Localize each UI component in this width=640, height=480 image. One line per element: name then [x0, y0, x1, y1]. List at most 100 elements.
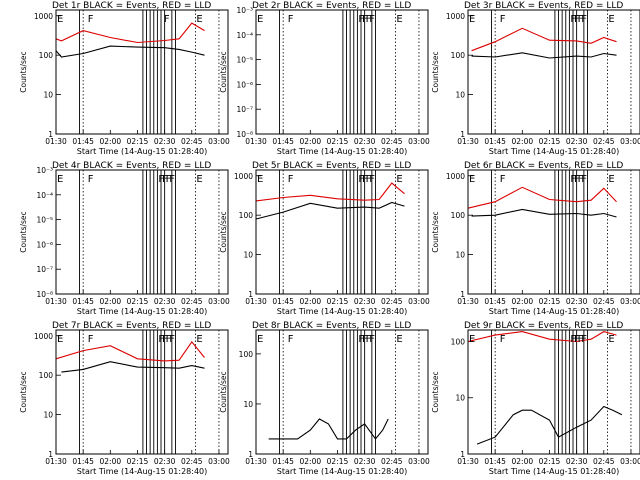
x-axis-label: Start Time (14-Aug-15 01:28:40): [77, 467, 208, 476]
x-tick-label: 01:30: [45, 457, 67, 466]
flare-marker: F: [366, 174, 372, 185]
y-tick-label: 10: [43, 411, 53, 420]
y-axis-label: Counts/sec: [431, 51, 440, 92]
flare-marker: F: [369, 334, 375, 345]
x-tick-label: 02:45: [593, 457, 615, 466]
x-tick-label: 01:45: [272, 297, 294, 306]
flare-marker: F: [358, 334, 364, 345]
x-axis-label: Start Time (14-Aug-15 01:28:40): [277, 147, 408, 156]
eclipse-marker: E: [196, 174, 202, 185]
x-tick-label: 01:30: [245, 297, 267, 306]
y-tick-label: 1: [248, 450, 253, 459]
chart-title: Det 1r BLACK = Events, RED = LLD: [52, 1, 211, 11]
x-tick-label: 03:00: [620, 457, 640, 466]
x-tick-label: 02:00: [300, 137, 322, 146]
x-tick-label: 02:30: [354, 457, 376, 466]
y-axis-label: Counts/sec: [431, 211, 440, 252]
series-line: [467, 331, 617, 343]
y-tick-label: 10: [243, 251, 253, 260]
panel-det-3r: Det 3r BLACK = Events, RED = LLD 01:30 01:…: [431, 1, 640, 156]
y-tick-label: 10: [455, 91, 465, 100]
x-tick-label: 01:30: [245, 137, 267, 146]
flare-marker: F: [581, 334, 587, 345]
x-tick-label: 02:00: [512, 297, 534, 306]
y-tick-label: 10⁻⁶: [36, 240, 53, 249]
y-tick-label: 10⁻⁷: [36, 265, 53, 274]
plot-frame: [55, 329, 229, 455]
x-tick-label: 01:45: [272, 137, 294, 146]
y-axis-label: Counts/sec: [219, 371, 228, 412]
x-tick-label: 02:45: [381, 137, 403, 146]
y-tick-label: 10: [455, 394, 465, 403]
plot-frame: [255, 169, 429, 295]
x-tick-label: 02:45: [181, 457, 203, 466]
y-tick-label: 10⁻⁴: [36, 191, 53, 200]
plot-frame: [55, 169, 229, 295]
x-tick-label: 02:15: [539, 297, 561, 306]
eclipse-marker: E: [257, 14, 263, 25]
flare-marker: F: [574, 14, 580, 25]
flare-marker: F: [581, 174, 587, 185]
y-tick-label: 1000: [234, 172, 253, 181]
y-tick-label: 10: [455, 251, 465, 260]
y-tick-label: 1000: [446, 172, 465, 181]
x-tick-label: 02:30: [354, 137, 376, 146]
flare-marker: F: [358, 14, 364, 25]
chart-title: Det 4r BLACK = Events, RED = LLD: [52, 161, 211, 171]
series-line: [55, 45, 205, 58]
flare-marker: F: [166, 334, 172, 345]
flare-marker: F: [578, 174, 584, 185]
flare-marker: F: [288, 14, 294, 25]
y-tick-label: 10⁻⁶: [236, 80, 253, 89]
x-axis-label: Start Time (14-Aug-15 01:28:40): [77, 307, 208, 316]
flare-marker: F: [88, 14, 94, 25]
flare-marker: F: [500, 334, 506, 345]
flare-marker: F: [169, 334, 175, 345]
y-tick-label: 1: [460, 290, 465, 299]
y-tick-label: 10⁻⁴: [236, 31, 253, 40]
x-tick-label: 01:30: [45, 297, 67, 306]
x-tick-label: 02:00: [300, 297, 322, 306]
y-tick-label: 1000: [446, 12, 465, 21]
x-axis-label: Start Time (14-Aug-15 01:28:40): [77, 147, 208, 156]
x-tick-label: 01:30: [457, 137, 479, 146]
plot-frame: [467, 169, 640, 295]
x-tick-label: 02:45: [593, 137, 615, 146]
y-tick-label: 100: [451, 211, 466, 220]
flare-marker: F: [366, 14, 372, 25]
y-tick-label: 1: [48, 450, 53, 459]
flare-marker: F: [366, 334, 372, 345]
y-tick-label: 1: [248, 290, 253, 299]
series-line: [55, 340, 205, 362]
series-line: [55, 22, 205, 44]
y-tick-label: 10⁻³: [236, 6, 253, 15]
flare-marker: F: [169, 174, 175, 185]
flare-marker: F: [162, 334, 168, 345]
x-tick-label: 02:30: [566, 137, 588, 146]
flare-marker: F: [570, 174, 576, 185]
eclipse-marker: E: [608, 334, 614, 345]
x-tick-label: 02:00: [100, 457, 122, 466]
eclipse-marker: E: [57, 334, 63, 345]
plot-frame: [255, 9, 429, 135]
x-axis-label: Start Time (14-Aug-15 01:28:40): [489, 147, 620, 156]
flare-marker: F: [570, 14, 576, 25]
x-tick-label: 02:15: [127, 297, 149, 306]
y-tick-label: 1: [48, 130, 53, 139]
x-tick-label: 01:45: [484, 137, 506, 146]
panel-det-4r: Det 4r BLACK = Events, RED = LLD 01:30 01:…: [19, 161, 230, 316]
x-tick-label: 02:15: [539, 457, 561, 466]
chart-title: Det 5r BLACK = Events, RED = LLD: [252, 161, 411, 171]
series-line: [476, 405, 623, 445]
y-tick-label: 1: [460, 450, 465, 459]
y-tick-label: 100: [451, 51, 466, 60]
x-tick-label: 02:30: [354, 297, 376, 306]
y-axis-label: Counts/sec: [19, 211, 28, 252]
y-tick-label: 100: [239, 211, 254, 220]
x-tick-label: 02:30: [566, 457, 588, 466]
series-line: [467, 186, 617, 209]
x-tick-label: 02:00: [512, 137, 534, 146]
flare-marker: F: [162, 174, 168, 185]
flare-marker: F: [288, 174, 294, 185]
x-tick-label: 02:30: [566, 297, 588, 306]
